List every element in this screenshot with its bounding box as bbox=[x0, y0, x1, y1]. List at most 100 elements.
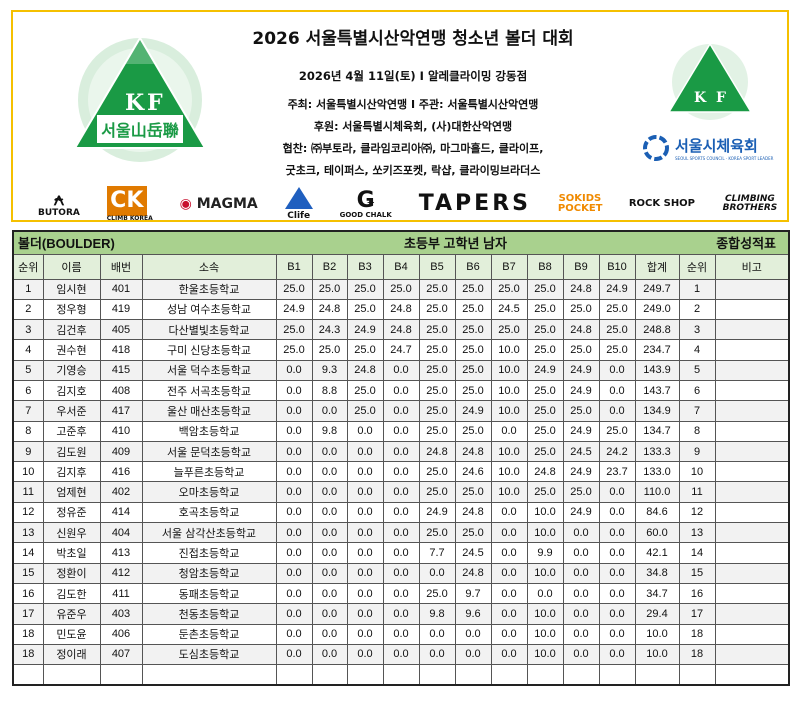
table-cell: 0.0 bbox=[490, 522, 528, 544]
event-host: 주최: 서울특별시산악연맹 I 주관: 서울특별시산악연맹 bbox=[287, 98, 539, 111]
table-cell: 0.0 bbox=[418, 623, 456, 645]
table-cell: 24.9 bbox=[526, 359, 564, 381]
table-cell: 16 bbox=[678, 582, 716, 605]
table-cell: 24.5 bbox=[562, 440, 600, 463]
table-cell: 0.0 bbox=[275, 359, 313, 381]
table-cell: 0.0 bbox=[598, 603, 636, 625]
table-cell bbox=[714, 562, 790, 584]
table-cell: 24.8 bbox=[382, 298, 420, 321]
sponsor-logo-butora: ⍲ BUTORA bbox=[38, 188, 80, 218]
table-cell: 6 bbox=[12, 379, 44, 402]
table-cell: 0.0 bbox=[382, 562, 420, 584]
seoul-council-emblem-icon bbox=[643, 135, 669, 161]
table-cell: 403 bbox=[99, 603, 143, 625]
column-header: B2 bbox=[311, 253, 348, 280]
table-cell: 0.0 bbox=[562, 542, 600, 564]
table-cell: 25.0 bbox=[418, 379, 456, 402]
table-cell: 413 bbox=[99, 542, 143, 564]
table-cell: 25.0 bbox=[454, 379, 492, 402]
table-cell: 9.8 bbox=[311, 420, 348, 442]
table-cell: 0.0 bbox=[382, 400, 420, 422]
table-cell: 0.0 bbox=[311, 400, 348, 422]
table-cell: 1 bbox=[12, 278, 44, 300]
table-cell: 9.7 bbox=[454, 582, 492, 605]
table-cell: 0.0 bbox=[598, 400, 636, 422]
table-cell: 143.9 bbox=[634, 359, 680, 381]
table-cell: 25.0 bbox=[526, 278, 564, 300]
table-cell: 0.0 bbox=[598, 522, 636, 544]
table-cell bbox=[42, 664, 101, 686]
table-cell: 25.0 bbox=[275, 339, 313, 361]
column-header: 비고 bbox=[714, 253, 790, 280]
table-cell bbox=[526, 664, 564, 686]
table-row: 5 기영승 415 서울 덕수초등학교 0.0 9.3 24.8 0.0 25.0 25.0 10.… bbox=[12, 359, 790, 381]
table-cell: 10.0 bbox=[490, 379, 528, 402]
table-cell: 24.3 bbox=[311, 319, 348, 341]
table-cell: 성남 여수초등학교 bbox=[141, 298, 277, 321]
table-cell: 134.7 bbox=[634, 420, 680, 442]
table-cell bbox=[99, 664, 143, 686]
table-cell: 25.0 bbox=[454, 278, 492, 300]
column-header: 배번 bbox=[99, 253, 143, 280]
table-cell: 0.0 bbox=[275, 440, 313, 463]
table-cell: 서울 문덕초등학교 bbox=[141, 440, 277, 463]
table-cell: 417 bbox=[99, 400, 143, 422]
table-cell: 8 bbox=[12, 420, 44, 442]
table-cell: 김건후 bbox=[42, 319, 101, 341]
table-cell: 진접초등학교 bbox=[141, 542, 277, 564]
column-header: 이름 bbox=[42, 253, 101, 280]
table-cell: 0.0 bbox=[454, 623, 492, 645]
table-cell: 0.0 bbox=[275, 643, 313, 666]
table-cell bbox=[714, 359, 790, 381]
sponsor-logo-climbing-brothers: CLIMBING BROTHERS bbox=[722, 194, 778, 213]
sponsor-logo-magma: ◉ MAGMA bbox=[179, 196, 258, 212]
table-cell: 정환이 bbox=[42, 562, 101, 584]
table-cell: 0.0 bbox=[346, 542, 384, 564]
table-cell: 0.0 bbox=[598, 562, 636, 584]
table-cell bbox=[714, 420, 790, 442]
table-cell: 전주 서곡초등학교 bbox=[141, 379, 277, 402]
column-header: B8 bbox=[526, 253, 564, 280]
table-cell: 24.8 bbox=[454, 440, 492, 463]
table-cell: 0.0 bbox=[346, 582, 384, 605]
table-cell: 엄제현 bbox=[42, 481, 101, 503]
table-cell: 4 bbox=[12, 339, 44, 361]
table-cell: 25.0 bbox=[418, 522, 456, 544]
division-title: 초등부 고학년 남자 bbox=[276, 230, 635, 255]
table-cell: 서울 삼각산초등학교 bbox=[141, 522, 277, 544]
table-cell: 오마초등학교 bbox=[141, 481, 277, 503]
table-cell: 0.0 bbox=[382, 420, 420, 442]
table-cell: 4 bbox=[678, 339, 716, 361]
table-cell: 7.7 bbox=[418, 542, 456, 564]
table-cell: 18 bbox=[12, 623, 44, 645]
table-cell: 도심초등학교 bbox=[141, 643, 277, 666]
table-cell bbox=[714, 339, 790, 361]
table-cell bbox=[346, 664, 384, 686]
table-cell: 24.8 bbox=[562, 319, 600, 341]
table-cell: 0.0 bbox=[382, 582, 420, 605]
event-support: 후원: 서울특별시체육회, (사)대한산악연맹 bbox=[313, 120, 513, 133]
table-cell: 134.9 bbox=[634, 400, 680, 422]
table-cell: 2 bbox=[678, 298, 716, 321]
table-cell: 10.0 bbox=[526, 522, 564, 544]
table-cell: 25.0 bbox=[418, 359, 456, 381]
table-cell: 0.0 bbox=[598, 542, 636, 564]
sponsor-logos: ⍲ BUTORA CK CLIMB KOREA ◉ MAGMA Clife Ǥ GOO… bbox=[38, 184, 778, 224]
column-header: 순위 bbox=[678, 253, 716, 280]
table-cell: 동패초등학교 bbox=[141, 582, 277, 605]
table-cell: 정우형 bbox=[42, 298, 101, 321]
table-cell: 한울초등학교 bbox=[141, 278, 277, 300]
table-cell: 418 bbox=[99, 339, 143, 361]
svg-text:서울山岳聯: 서울山岳聯 bbox=[101, 121, 178, 140]
table-cell: 0.0 bbox=[311, 501, 348, 524]
table-cell: 7 bbox=[12, 400, 44, 422]
table-cell: 0.0 bbox=[562, 603, 600, 625]
table-cell: 9 bbox=[12, 440, 44, 463]
table-cell: 24.8 bbox=[418, 440, 456, 463]
table-cell: 0.0 bbox=[490, 623, 528, 645]
table-cell: 0.0 bbox=[382, 481, 420, 503]
table-cell: 249.7 bbox=[634, 278, 680, 300]
table-cell bbox=[418, 664, 456, 686]
table-cell: 0.0 bbox=[346, 481, 384, 503]
table-cell bbox=[678, 664, 716, 686]
